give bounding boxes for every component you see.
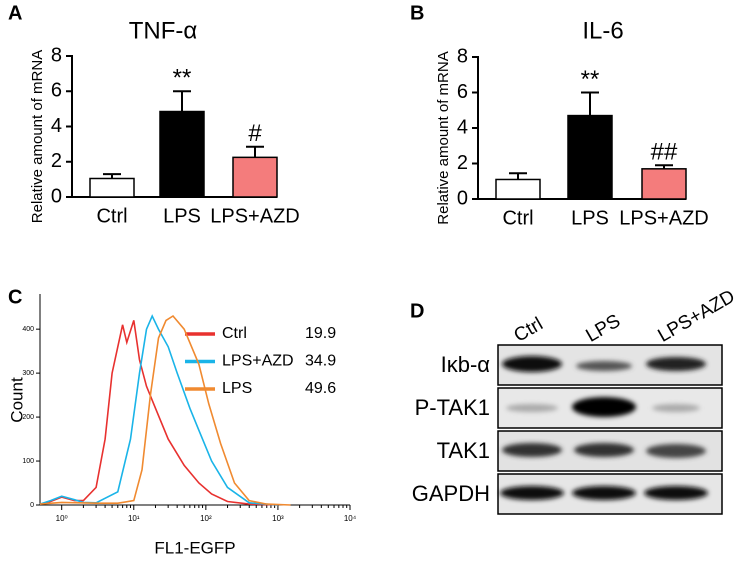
x-axis-label: FL1-EGFP xyxy=(154,538,235,557)
x-tick-label: LPS xyxy=(163,205,201,227)
bar xyxy=(89,177,135,198)
lane-label: LPS xyxy=(583,311,625,347)
row-label: TAK1 xyxy=(437,438,490,463)
legend-label: LPS xyxy=(222,380,252,397)
x-tick-label: 10⁴ xyxy=(344,514,357,523)
y-tick-label: 6 xyxy=(51,80,62,102)
y-tick-label: 4 xyxy=(457,116,468,138)
y-tick-label: 100 xyxy=(22,458,34,465)
annotation: ** xyxy=(581,66,600,93)
y-tick-label: 2 xyxy=(457,152,468,174)
x-tick-label: Ctrl xyxy=(502,207,533,229)
series-line xyxy=(39,320,278,506)
chart-title: TNF-α xyxy=(129,17,198,44)
x-tick-label: LPS+AZD xyxy=(619,207,708,229)
band xyxy=(506,404,558,412)
y-tick-label: 0 xyxy=(30,502,34,509)
blot xyxy=(497,344,723,515)
x-tick-label: 10² xyxy=(200,514,212,523)
row-label: Iκb-α xyxy=(441,352,491,377)
y-tick-label: 8 xyxy=(457,45,468,67)
y-tick-label: 400 xyxy=(22,326,34,333)
row-label: GAPDH xyxy=(412,481,490,506)
panel-letter: A xyxy=(8,2,22,24)
lane-label: Ctrl xyxy=(511,314,547,347)
band xyxy=(572,397,636,417)
y-tick-label: 0 xyxy=(457,187,468,209)
band xyxy=(574,443,634,457)
legend-label: LPS+AZD xyxy=(222,353,294,370)
y-axis-label: Relative amount of mRNA xyxy=(29,50,46,223)
lane-label: LPS+AZD xyxy=(655,286,739,347)
panel-letter: B xyxy=(410,2,424,24)
bar xyxy=(495,178,541,200)
x-tick-label: 10⁰ xyxy=(56,514,68,523)
legend-stat: 19.9 xyxy=(305,325,336,342)
panel-letter: D xyxy=(410,300,424,322)
annotation: ** xyxy=(173,65,192,92)
band xyxy=(646,357,706,371)
y-axis-label: Relative amount of mRNA xyxy=(435,51,452,224)
series-line xyxy=(39,314,278,506)
band xyxy=(572,486,636,500)
x-tick-label: LPS xyxy=(571,207,609,229)
y-tick-label: 300 xyxy=(22,370,34,377)
band xyxy=(502,443,562,457)
chart-title: IL-6 xyxy=(582,17,623,44)
band xyxy=(576,361,632,371)
bar xyxy=(567,114,613,200)
band xyxy=(652,404,700,412)
x-tick-label: LPS+AZD xyxy=(210,205,299,227)
bar xyxy=(232,156,278,198)
x-tick-label: 10¹ xyxy=(128,514,140,523)
bar xyxy=(641,168,687,200)
legend-stat: 49.6 xyxy=(305,380,336,397)
legend-label: Ctrl xyxy=(222,325,247,342)
y-tick-label: 200 xyxy=(22,414,34,421)
legend-stat: 34.9 xyxy=(305,353,336,370)
y-tick-label: 6 xyxy=(457,81,468,103)
band xyxy=(644,486,708,500)
annotation: # xyxy=(248,120,262,147)
band xyxy=(502,356,562,372)
panel-letter: C xyxy=(8,286,22,308)
x-tick-label: 10³ xyxy=(272,514,284,523)
y-axis-label: Count xyxy=(7,377,26,423)
x-tick-label: Ctrl xyxy=(96,205,127,227)
series-line xyxy=(39,314,291,506)
annotation: ## xyxy=(651,139,678,166)
y-tick-label: 4 xyxy=(51,115,62,137)
band xyxy=(500,486,564,500)
row-label: P-TAK1 xyxy=(415,395,490,420)
y-tick-label: 8 xyxy=(51,44,62,66)
band xyxy=(646,444,706,458)
y-tick-label: 0 xyxy=(51,185,62,207)
bar xyxy=(159,110,205,198)
y-tick-label: 2 xyxy=(51,150,62,172)
